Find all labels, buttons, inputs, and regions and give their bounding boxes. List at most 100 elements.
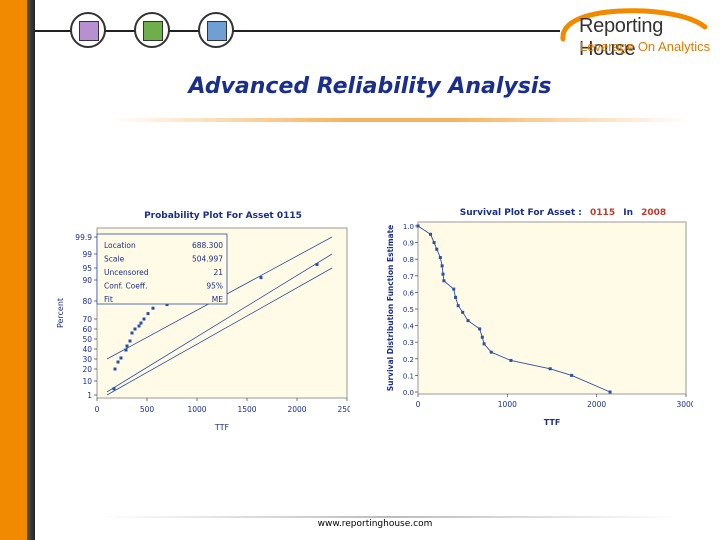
surv-y-tick-label: 0.8 xyxy=(403,256,414,264)
surv-point xyxy=(442,279,446,283)
footer-url[interactable]: www.reportinghouse.com xyxy=(317,519,433,529)
prob-point xyxy=(130,331,134,335)
stats-label: Conf. Coeff. xyxy=(104,282,147,291)
prob-point xyxy=(128,339,132,343)
surv-point xyxy=(548,367,552,371)
stats-table: Location 688.300 Scale 504.997 Uncensored 21 C… xyxy=(96,233,228,305)
prob-point xyxy=(139,321,143,325)
footer-rule xyxy=(100,516,680,518)
surv-y-tick-label: 0.4 xyxy=(403,323,415,331)
prob-point xyxy=(119,356,123,360)
header-rule xyxy=(35,30,560,32)
prob-fit-line xyxy=(106,253,333,393)
surv-title-in: In xyxy=(623,208,633,218)
surv-point xyxy=(456,304,460,308)
surv-point xyxy=(509,358,513,362)
reporting-house-logo: Reporting House Leverage On Analytics xyxy=(555,5,720,60)
accent-side-bar xyxy=(0,0,27,540)
surv-point xyxy=(452,287,456,291)
surv-point xyxy=(461,310,465,314)
prob-ci-lower-line xyxy=(106,267,333,396)
prob-point xyxy=(315,263,319,266)
prob-y-tick-label: 20 xyxy=(82,365,92,374)
stats-label: Fit xyxy=(104,295,113,304)
prob-x-label: TTF xyxy=(214,423,230,432)
page-title: Advanced Reliability Analysis xyxy=(188,74,552,99)
surv-y-label: Survival Distribution Function Estimate xyxy=(386,225,395,392)
prob-point xyxy=(112,387,116,391)
prob-x-tick-label: 500 xyxy=(140,405,155,414)
prob-point xyxy=(125,344,129,348)
surv-y-tick-label: 0.7 xyxy=(403,273,414,281)
probability-plot: Probability Plot For Asset 0115 1 10 20304… xyxy=(56,211,350,432)
prob-point xyxy=(133,327,137,331)
prob-y-tick-label: 30 xyxy=(82,355,92,364)
prob-y-tick-label: 90 xyxy=(82,276,92,285)
stats-label: Uncensored xyxy=(104,268,149,277)
surv-y-tick-label: 1.0 xyxy=(403,223,414,231)
prob-x-tick-label: 2000 xyxy=(287,405,306,414)
surv-point xyxy=(570,373,574,377)
prob-x-tick-label: 0 xyxy=(95,405,100,414)
surv-x-tick-label: 0 xyxy=(416,400,421,409)
stats-value: 688.300 xyxy=(192,241,223,250)
prob-point xyxy=(142,317,146,321)
surv-y-tick-label: 0.0 xyxy=(403,389,414,397)
surv-point xyxy=(478,327,482,331)
surv-point xyxy=(438,256,442,260)
prob-point xyxy=(146,312,150,316)
surv-title-asset: 0115 xyxy=(590,208,615,218)
surv-point xyxy=(489,350,493,354)
stats-table-box xyxy=(96,233,228,305)
surv-point xyxy=(482,342,486,346)
surv-point xyxy=(608,390,612,394)
surv-y-tick-label: 0.3 xyxy=(403,339,414,347)
surv-point xyxy=(435,247,439,251)
prob-point xyxy=(113,367,117,371)
stats-value: 21 xyxy=(213,268,223,277)
surv-point xyxy=(441,272,445,276)
surv-point xyxy=(454,295,458,299)
surv-point xyxy=(440,264,444,268)
prob-x-tick-label: 2500 xyxy=(337,405,350,414)
surv-title: Survival Plot For Asset : 0115 In 2008 xyxy=(460,208,666,218)
surv-x-tick-label: 1000 xyxy=(498,400,517,409)
stats-label: Location xyxy=(104,241,136,250)
surv-x-tick-label: 3000 xyxy=(676,400,693,409)
stats-value: ME xyxy=(212,295,223,304)
chip-icon[interactable] xyxy=(134,12,170,48)
prob-y-tick-label: 95 xyxy=(82,264,92,273)
prob-y-tick-label: 50 xyxy=(82,335,92,344)
prob-point xyxy=(259,276,263,280)
surv-y-tick-label: 0.1 xyxy=(403,372,414,380)
prob-title: Probability Plot For Asset 0115 xyxy=(144,211,302,221)
stats-value: 504.997 xyxy=(192,255,223,264)
prob-y-tick-label: 70 xyxy=(82,315,92,324)
stats-value: 95% xyxy=(206,282,223,291)
prob-y-tick-label: 99.9 xyxy=(75,233,92,242)
surv-y-tick-label: 0.6 xyxy=(403,289,415,297)
monitor-icon[interactable] xyxy=(198,12,234,48)
surv-x-label: TTF xyxy=(544,418,561,427)
surv-x-tick-label: 2000 xyxy=(587,400,606,409)
title-underline xyxy=(110,118,690,122)
prob-y-label: Percent xyxy=(56,298,65,328)
prob-point xyxy=(165,303,169,307)
prob-x-tick-label: 1000 xyxy=(187,405,206,414)
surv-y-tick-label: 0.2 xyxy=(403,356,414,364)
prob-point xyxy=(137,324,141,328)
surv-title-year: 2008 xyxy=(641,208,666,218)
prob-y-tick-label: 1 xyxy=(87,391,92,400)
prob-y-tick-label: 99 xyxy=(82,250,92,259)
surv-y-tick-label: 0.5 xyxy=(403,306,414,314)
survival-plot: Survival Plot For Asset : 0115 In 2008 0… xyxy=(386,208,693,427)
prob-y-tick-label: 40 xyxy=(82,345,92,354)
prob-x-tick-label: 1500 xyxy=(237,405,256,414)
prob-y-tick-label: 60 xyxy=(82,325,92,334)
surv-plot-area xyxy=(417,221,687,395)
surv-point xyxy=(432,241,436,245)
presentation-icon[interactable] xyxy=(70,12,106,48)
surv-point xyxy=(480,335,484,339)
prob-point xyxy=(116,360,120,364)
logo-swoosh xyxy=(560,8,708,42)
